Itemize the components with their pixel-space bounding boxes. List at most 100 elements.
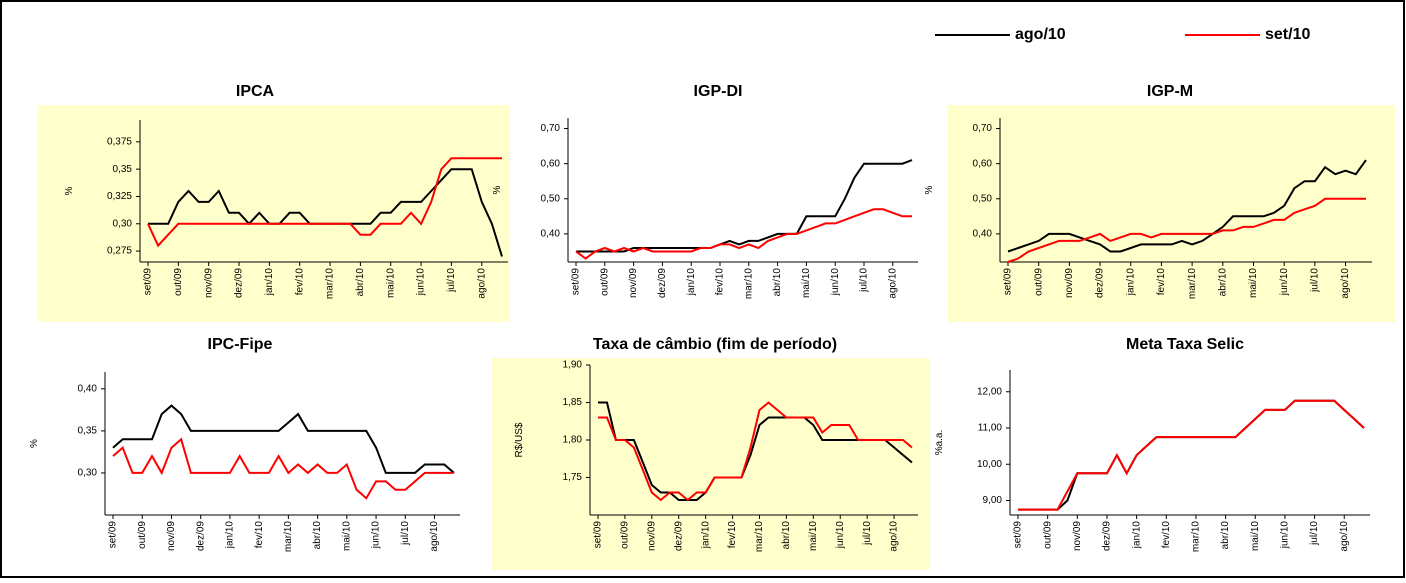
x-tick-label: mai/10 <box>801 268 812 298</box>
chart-title: IGP-M <box>1147 83 1193 100</box>
x-tick-label: abr/10 <box>781 521 792 550</box>
y-tick-label: 0,60 <box>541 158 561 169</box>
x-tick-label: set/09 <box>1013 521 1024 549</box>
x-tick-label: dez/09 <box>657 268 668 298</box>
x-tick-label: jul/10 <box>862 521 873 546</box>
series-line <box>1018 399 1365 511</box>
y-tick-label: 0,40 <box>973 229 993 240</box>
x-tick-label: jun/10 <box>835 521 846 550</box>
x-tick-label: mar/10 <box>1191 521 1202 553</box>
x-tick-label: jul/10 <box>400 521 411 546</box>
x-tick-label: mar/10 <box>325 268 336 300</box>
x-tick-label: fev/10 <box>1156 268 1167 296</box>
y-tick-label: 0,70 <box>973 123 993 134</box>
x-tick-label: jan/10 <box>700 521 711 550</box>
x-tick-label: nov/09 <box>203 268 214 298</box>
x-tick-label: dez/09 <box>234 268 245 298</box>
x-tick-label: jan/10 <box>1131 521 1142 550</box>
x-tick-label: jun/10 <box>1279 268 1290 297</box>
x-tick-label: nov/09 <box>166 521 177 551</box>
x-tick-label: ago/10 <box>1339 521 1350 552</box>
series-line <box>575 208 912 260</box>
panel-background <box>38 105 510 322</box>
y-axis-label: % <box>924 185 935 194</box>
x-tick-label: nov/09 <box>1072 521 1083 551</box>
x-tick-label: mai/10 <box>385 268 396 298</box>
x-tick-label: abr/10 <box>772 268 783 297</box>
y-tick-label: 0,375 <box>107 136 132 147</box>
x-tick-label: ago/10 <box>889 521 900 552</box>
y-axis-label: R$/US$ <box>514 422 525 457</box>
series-line <box>147 157 502 248</box>
x-tick-label: set/09 <box>108 521 119 549</box>
x-tick-label: jun/10 <box>830 268 841 297</box>
x-tick-label: fev/10 <box>715 268 726 296</box>
y-tick-label: 0,50 <box>541 193 561 204</box>
y-tick-label: 12,00 <box>977 386 1002 397</box>
y-axis-label: % <box>492 185 503 194</box>
y-tick-label: 0,35 <box>113 164 133 175</box>
y-tick-label: 0,30 <box>113 218 133 229</box>
x-tick-label: mar/10 <box>754 521 765 553</box>
y-tick-label: 9,00 <box>983 495 1003 506</box>
x-tick-label: ago/10 <box>1340 268 1351 299</box>
y-tick-label: 0,30 <box>78 468 98 479</box>
legend-label: set/10 <box>1265 26 1310 43</box>
x-tick-label: abr/10 <box>355 268 366 297</box>
x-tick-label: nov/09 <box>646 521 657 551</box>
chart-title: IPCA <box>236 83 275 100</box>
x-tick-label: dez/09 <box>673 521 684 551</box>
legend-label: ago/10 <box>1015 26 1066 43</box>
y-tick-label: 0,60 <box>973 158 993 169</box>
panel-background <box>948 105 1395 322</box>
x-tick-label: jul/10 <box>1309 268 1320 293</box>
x-tick-label: mar/10 <box>1187 268 1198 300</box>
series-line <box>112 404 455 474</box>
x-tick-label: mar/10 <box>743 268 754 300</box>
x-tick-label: dez/09 <box>1095 268 1106 298</box>
x-tick-label: fev/10 <box>294 268 305 296</box>
series-line <box>1007 197 1366 263</box>
y-tick-label: 1,90 <box>563 360 583 371</box>
x-tick-label: set/09 <box>571 268 582 296</box>
y-tick-label: 10,00 <box>977 459 1002 470</box>
chart: IPCA% 0,275 0,30 0,325 0,35 0,375 set/09 out/09… <box>38 83 510 322</box>
x-tick-label: abr/10 <box>312 521 323 550</box>
x-tick-label: jan/10 <box>686 268 697 297</box>
chart: IGP-DI% 0,40 0,50 0,60 0,70 set/09 out/09 nov/0… <box>492 83 918 299</box>
chart-title: IPC-Fipe <box>208 336 273 353</box>
x-tick-label: mar/10 <box>283 521 294 553</box>
x-tick-label: out/09 <box>137 521 148 549</box>
y-axis-label: % <box>64 186 75 195</box>
x-tick-label: set/09 <box>1003 268 1014 296</box>
x-tick-label: out/09 <box>599 268 610 296</box>
chart: Meta Taxa Selic %a.a. 9,00 10,00 11,00 12,00 s… <box>934 336 1370 552</box>
x-tick-label: ago/10 <box>476 268 487 299</box>
y-axis-label: %a.a. <box>934 430 945 456</box>
x-tick-label: jul/10 <box>446 268 457 293</box>
x-tick-label: jan/10 <box>264 268 275 297</box>
x-tick-label: jun/10 <box>416 268 427 297</box>
chart-title: Meta Taxa Selic <box>1126 336 1244 353</box>
y-tick-label: 11,00 <box>978 423 1003 434</box>
x-tick-label: fev/10 <box>727 521 738 549</box>
x-tick-label: abr/10 <box>1217 268 1228 297</box>
panel-background <box>492 358 930 570</box>
x-tick-label: set/09 <box>143 268 154 296</box>
y-tick-label: 1,80 <box>563 435 583 446</box>
series-line <box>1007 159 1367 253</box>
y-tick-label: 0,40 <box>541 229 561 240</box>
y-axis-label: % <box>29 439 40 448</box>
x-tick-label: abr/10 <box>1220 521 1231 550</box>
y-tick-label: 1,85 <box>563 397 583 408</box>
x-tick-label: nov/09 <box>628 268 639 298</box>
x-tick-label: jun/10 <box>371 521 382 550</box>
y-tick-label: 0,35 <box>78 426 98 437</box>
x-tick-label: set/09 <box>593 521 604 549</box>
x-tick-label: ago/10 <box>887 268 898 299</box>
x-tick-label: out/09 <box>620 521 631 549</box>
y-tick-label: 0,50 <box>973 193 993 204</box>
x-tick-label: fev/10 <box>254 521 265 549</box>
